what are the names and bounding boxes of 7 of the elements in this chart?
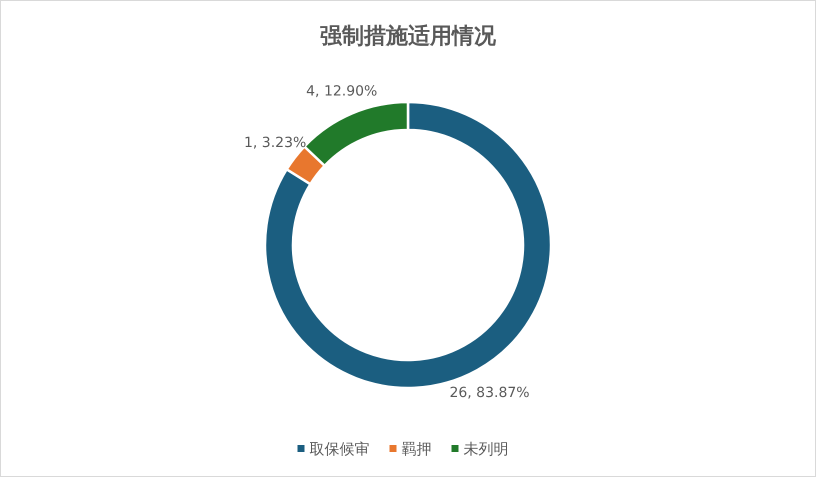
data-label: 1, 3.23% xyxy=(244,135,306,152)
legend-label: 羁押 xyxy=(402,440,432,458)
data-label: 4, 12.90% xyxy=(306,84,378,100)
legend-label: 取保候审 xyxy=(310,440,370,458)
data-label: 26, 83.87% xyxy=(449,384,530,401)
chart-title: 强制措施适用情况 xyxy=(320,24,497,49)
legend-label: 未列明 xyxy=(464,440,508,458)
